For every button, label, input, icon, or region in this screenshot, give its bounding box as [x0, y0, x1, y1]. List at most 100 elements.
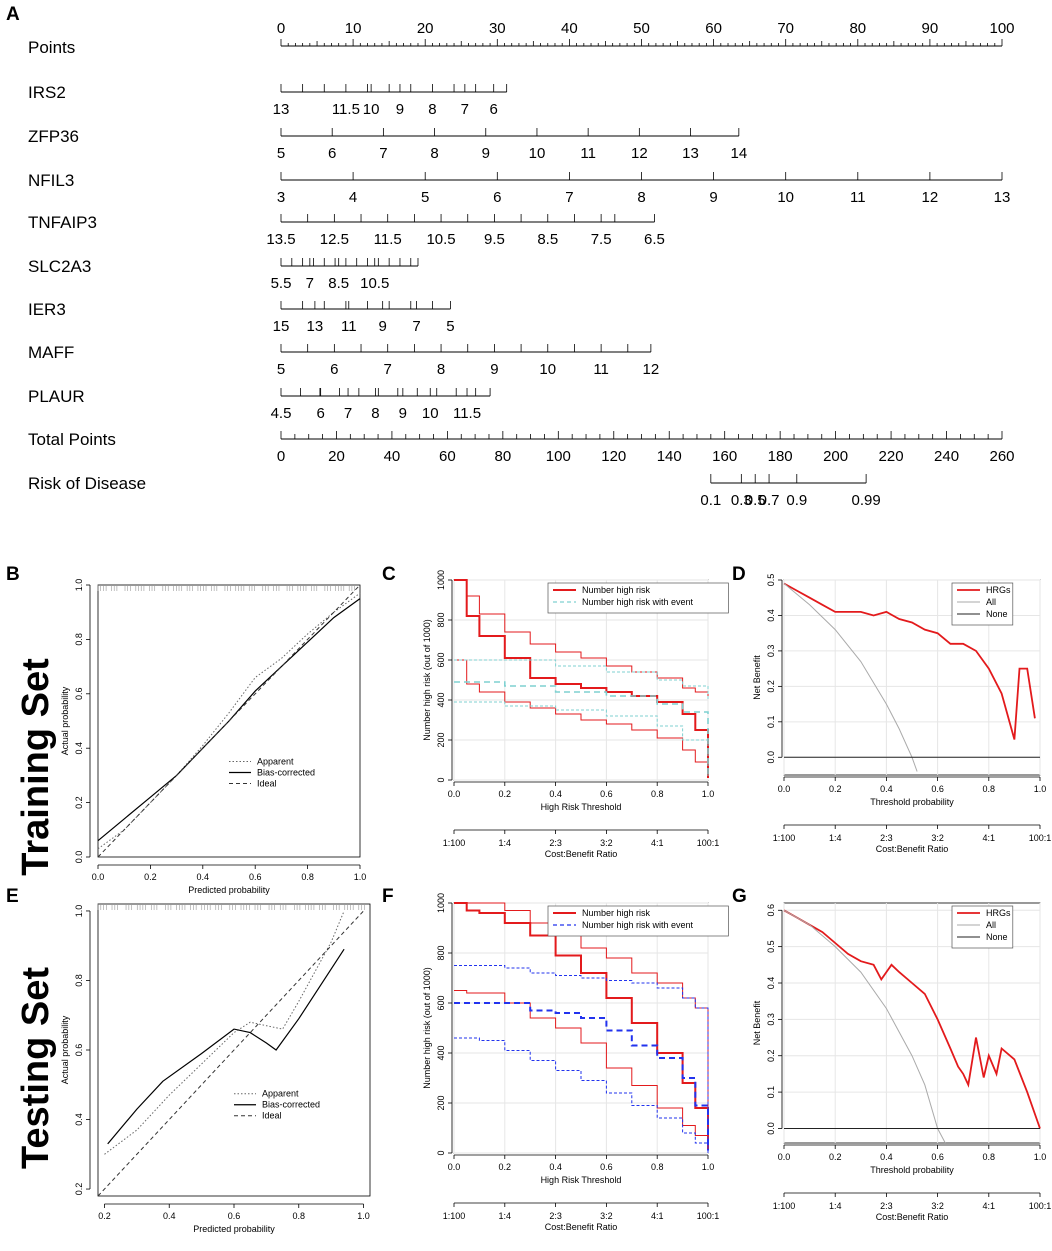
y-tick-label: 0.0 — [766, 1122, 776, 1135]
y-tick-label: 0.6 — [74, 1044, 84, 1057]
y-tick-label: 0.2 — [766, 680, 776, 693]
cost-benefit-tick-label: 2:3 — [880, 833, 893, 843]
x-axis-label: Threshold probability — [870, 1165, 954, 1175]
x-tick-label: 0.4 — [163, 1211, 176, 1221]
y-tick-label: 1.0 — [74, 905, 84, 918]
y-tick-label: 0.0 — [74, 851, 84, 864]
y-tick-label: 0.5 — [766, 940, 776, 953]
nomogram-tick-label-nfil3: 6 — [493, 189, 501, 206]
cost-benefit-tick-label: 1:100 — [443, 1211, 466, 1221]
plot-frame — [97, 903, 371, 1197]
cost-benefit-tick-label: 1:100 — [773, 1201, 796, 1211]
legend-label: Number high risk — [582, 908, 651, 918]
x-axis-label: Predicted probability — [193, 1224, 275, 1234]
nomogram-total-tick-label: 180 — [768, 448, 793, 465]
nomogram-label-maff: MAFF — [28, 343, 74, 362]
nomogram-tick-label-irs2: 8 — [428, 101, 436, 118]
clinical-impact-plot-training: 0.0 0.2 0.4 0.6 0.8 1.0 0 200 400 600 800 1000 High … — [422, 570, 729, 859]
cost-benefit-axis-label: Cost:Benefit Ratio — [545, 1222, 618, 1232]
nomogram-risk-tick-label: 0.1 — [700, 492, 721, 509]
cost-benefit-tick-label: 100:1 — [697, 838, 720, 848]
x-tick-label: 0.4 — [197, 872, 210, 882]
y-axis-label: Actual probability — [60, 1015, 70, 1084]
nomogram-label-slc2a3: SLC2A3 — [28, 257, 91, 276]
nomogram-risk-tick-label: 0.5 — [745, 492, 766, 509]
y-tick-label: 0.4 — [74, 742, 84, 755]
nomogram-tick-label-plaur: 7 — [344, 405, 352, 422]
nomogram-risk-tick-label: 0.7 — [759, 492, 780, 509]
nomogram-tick-label-tnfaip3: 10.5 — [426, 231, 455, 248]
nomogram-tick-label-maff: 11 — [593, 361, 609, 378]
legend-box — [547, 905, 729, 937]
nomogram-tick-label-maff: 5 — [277, 361, 285, 378]
y-tick-label: 200 — [436, 732, 446, 747]
y-tick-label: 0.4 — [766, 977, 776, 990]
nomogram-label-irs2: IRS2 — [28, 83, 66, 102]
y-tick-label: 200 — [436, 1095, 446, 1110]
x-tick-label: 1.0 — [357, 1211, 370, 1221]
y-tick-label: 0.0 — [766, 751, 776, 764]
nomogram-label-tnfaip3: TNFAIP3 — [28, 213, 97, 232]
nomogram-tick-label-nfil3: 3 — [277, 189, 285, 206]
y-tick-label: 600 — [436, 995, 446, 1010]
y-tick-label: 400 — [436, 692, 446, 707]
decision-line-hrgs — [783, 909, 1041, 1129]
nomogram-tick-label-ier3: 11 — [341, 318, 357, 335]
legend-label: HRGs — [986, 908, 1011, 918]
legend-label: Ideal — [262, 1111, 282, 1121]
nomogram-tick-label-maff: 12 — [643, 361, 660, 378]
nomogram-tick-label-slc2a3: 7 — [306, 275, 314, 292]
legend-label: All — [986, 597, 996, 607]
plot-frame — [97, 584, 361, 858]
nomogram-tick-label-zfp36: 14 — [730, 145, 747, 162]
y-tick-label: 0.3 — [766, 645, 776, 658]
cost-benefit-tick-label: 3:2 — [931, 833, 944, 843]
x-tick-label: 0.2 — [144, 872, 157, 882]
cost-benefit-tick-label: 4:1 — [983, 833, 996, 843]
y-tick-label: 0.1 — [766, 1086, 776, 1099]
nomogram-points-tick-label: 70 — [777, 20, 794, 37]
x-tick-label: 0.4 — [549, 1162, 562, 1172]
panel-letter-b: B — [6, 564, 20, 585]
x-tick-label: 1.0 — [1034, 784, 1047, 794]
nomogram-tick-label-irs2: 11.5 — [332, 101, 360, 118]
cost-benefit-axis-label: Cost:Benefit Ratio — [876, 844, 949, 854]
x-axis-label: Predicted probability — [188, 885, 270, 895]
y-tick-label: 800 — [436, 945, 446, 960]
nomogram-points-tick-label: 80 — [849, 20, 866, 37]
x-tick-label: 0.6 — [228, 1211, 241, 1221]
nomogram-tick-label-tnfaip3: 13.5 — [266, 231, 295, 248]
nomogram-total-tick-label: 40 — [384, 448, 401, 465]
nomogram-tick-label-nfil3: 9 — [709, 189, 717, 206]
impact-line — [454, 1002, 709, 1151]
decision-curve-training: 0.0 0.2 0.4 0.6 0.8 1.0 0.0 0.1 0.2 0.3 0.4 0.5 Thre… — [752, 574, 1051, 854]
nomogram-tick-label-tnfaip3: 12.5 — [320, 231, 349, 248]
nomogram-tick-label-irs2: 13 — [273, 101, 290, 118]
nomogram-tick-label-nfil3: 4 — [349, 189, 357, 206]
nomogram-total-tick-label: 100 — [546, 448, 571, 465]
x-tick-label: 1.0 — [354, 872, 367, 882]
nomogram-tick-label-slc2a3: 10.5 — [360, 275, 389, 292]
nomogram-tick-label-maff: 10 — [539, 361, 556, 378]
nomogram-total-tick-label: 0 — [277, 448, 285, 465]
y-tick-label: 0.6 — [74, 688, 84, 701]
nomogram-tick-label-plaur: 8 — [371, 405, 379, 422]
nomogram-points-tick-label: 10 — [345, 20, 362, 37]
x-tick-label: 0.6 — [931, 784, 944, 794]
y-axis-label: Number high risk (out of 1000) — [422, 967, 432, 1089]
x-tick-label: 0.0 — [448, 789, 461, 799]
nomogram-tick-label-nfil3: 11 — [850, 189, 866, 206]
nomogram-tick-label-irs2: 10 — [363, 101, 380, 118]
legend-label: Ideal — [257, 779, 277, 789]
nomogram-points-tick-label: 100 — [989, 20, 1014, 37]
impact-line — [454, 1037, 709, 1153]
nomogram-total-tick-label: 60 — [439, 448, 456, 465]
legend-label: Apparent — [262, 1089, 299, 1099]
calibration-line-bias-corrected — [107, 948, 345, 1145]
nomogram-tick-label-irs2: 9 — [396, 101, 404, 118]
nomogram-tick-label-plaur: 6 — [316, 405, 324, 422]
impact-line — [454, 701, 709, 778]
cost-benefit-tick-label: 100:1 — [1029, 833, 1052, 843]
nomogram-label-nfil3: NFIL3 — [28, 171, 74, 190]
y-tick-label: 1.0 — [74, 579, 84, 592]
